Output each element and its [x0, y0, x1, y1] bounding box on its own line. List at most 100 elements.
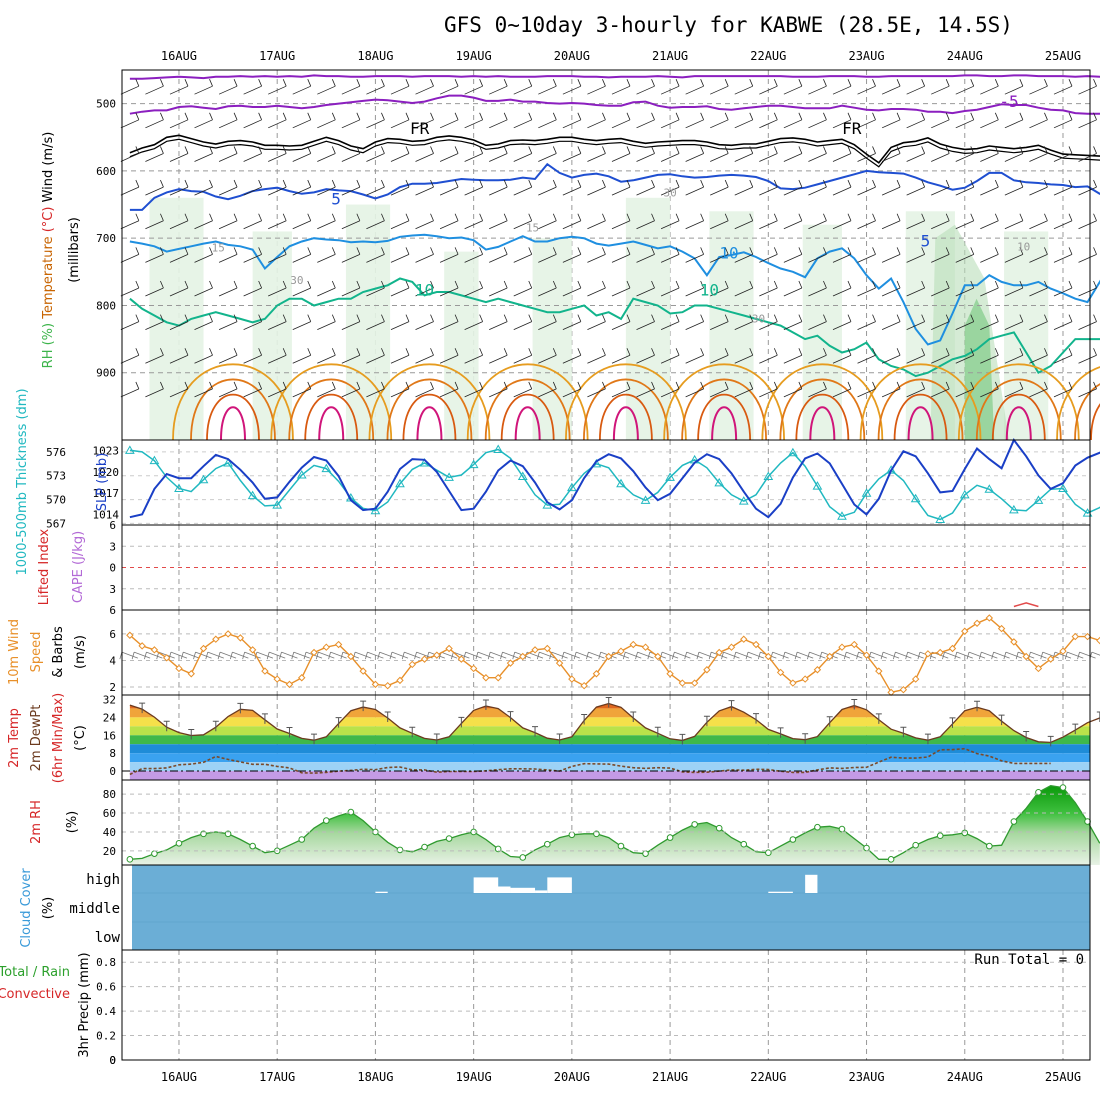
wind-barb — [415, 247, 434, 263]
temp-minmax-bar — [188, 728, 195, 740]
surface-wind-barb — [880, 651, 900, 660]
date-tick-label-bottom: 17AUG — [259, 1070, 295, 1084]
wind-speed-marker — [1071, 632, 1079, 641]
wind-barb — [169, 179, 189, 196]
wind-barb — [587, 247, 606, 263]
thickness-marker — [174, 483, 184, 492]
temp-color-band — [129, 717, 1090, 727]
wind-barb — [317, 381, 336, 398]
wind-barb — [464, 381, 484, 398]
wind-barb — [734, 247, 754, 263]
wind-barb — [218, 247, 238, 263]
rh-marker — [691, 821, 698, 828]
wind-barb — [587, 213, 606, 230]
surface-wind-barb — [389, 651, 409, 660]
wind-barb — [562, 112, 582, 129]
temp-minmax-bar — [949, 717, 956, 728]
surface-wind-barb — [450, 651, 470, 660]
cape-ylabel: CAPE (J/kg) — [71, 531, 86, 603]
wind-barb — [366, 314, 385, 331]
surface-wind-barb — [536, 651, 556, 660]
wind-speed-marker — [175, 664, 183, 673]
wind-barb — [759, 146, 778, 162]
hot-isotherm-arch — [809, 406, 836, 441]
thickness-marker — [124, 445, 135, 454]
wind-barb — [857, 179, 876, 196]
temp-ylabel: (6hr Min/Max) — [51, 693, 66, 783]
temp-tick-label: 0 — [109, 765, 116, 778]
wind-barb — [489, 146, 508, 162]
contour-label: FR — [842, 119, 862, 138]
surface-wind-barb — [205, 651, 224, 660]
rh-marker — [175, 839, 183, 847]
surface-wind-barb — [279, 651, 298, 660]
contour-label: FR — [410, 119, 430, 138]
wind-barb — [808, 112, 827, 129]
wind-barb — [980, 79, 999, 95]
wind-barb — [906, 280, 926, 297]
wind-barb — [636, 247, 655, 263]
thickness-marker — [738, 496, 749, 505]
wind-barb — [1078, 146, 1097, 162]
slp-tick-label: 1020 — [93, 466, 120, 479]
wind-barb — [931, 280, 950, 297]
wind-barb — [955, 348, 975, 364]
wind-barb — [292, 381, 312, 398]
wind-barb — [464, 314, 484, 331]
contour-label: 10 — [700, 280, 719, 299]
wind-speed-marker — [568, 675, 576, 683]
wind-barb — [906, 79, 926, 95]
wind-barb — [194, 348, 213, 364]
warm-isotherm-arch — [859, 363, 982, 441]
wind-barb — [906, 314, 926, 331]
warm-isotherm-arch — [484, 378, 571, 441]
wind-barb — [1029, 348, 1048, 364]
wind-barb — [587, 179, 606, 196]
wind-speed-marker — [248, 646, 257, 654]
dewpoint-line — [129, 747, 1051, 776]
wind-ylabel: (m/s) — [73, 635, 88, 669]
wind-speed-marker — [298, 674, 306, 682]
wind-barb — [439, 348, 459, 364]
surface-wind-barb — [463, 651, 482, 660]
freezing-level-line — [129, 138, 1100, 168]
wind-barb — [1029, 146, 1048, 162]
surface-wind-barb — [328, 651, 347, 660]
wind-barb — [710, 348, 729, 364]
wind-barb — [832, 314, 852, 331]
wind-barb — [268, 348, 287, 364]
wind-barb — [464, 247, 484, 263]
surface-wind-barb — [500, 651, 519, 660]
wind-barb — [1053, 314, 1073, 331]
wind-barb — [685, 280, 705, 297]
wind-barb — [660, 280, 680, 297]
hot-isotherm-arch — [416, 406, 443, 441]
wind-speed-marker — [899, 685, 908, 694]
precip-tick-label: 0.8 — [96, 956, 116, 969]
temp-minmax-bar — [974, 700, 981, 712]
wind-barb — [881, 79, 901, 95]
wind-barb — [415, 381, 434, 398]
wind-barb — [587, 280, 606, 297]
wind-barb — [611, 348, 631, 364]
surface-wind-barb — [659, 651, 679, 660]
wind-barb — [562, 381, 582, 398]
wind-barb — [808, 280, 827, 297]
wind-barb — [415, 112, 434, 129]
wind-barb — [169, 348, 189, 364]
wind-barb — [513, 179, 533, 196]
surface-wind-barb — [487, 651, 507, 660]
temp-minmax-bar — [433, 733, 440, 744]
temp-ylabel: 2m DewPt — [29, 705, 44, 772]
wind-barb — [857, 314, 876, 331]
date-tick-label-top: 19AUG — [456, 49, 492, 63]
wind-speed-marker — [727, 643, 736, 651]
wind-barb — [685, 146, 705, 162]
temp-minmax-bar — [654, 726, 661, 738]
wind-barb — [341, 112, 361, 129]
wind-barb — [660, 79, 680, 95]
wind-barb — [832, 280, 852, 297]
wind-barb — [611, 381, 631, 398]
temp-color-band — [129, 735, 1090, 745]
surface-wind-barb — [1064, 651, 1084, 660]
